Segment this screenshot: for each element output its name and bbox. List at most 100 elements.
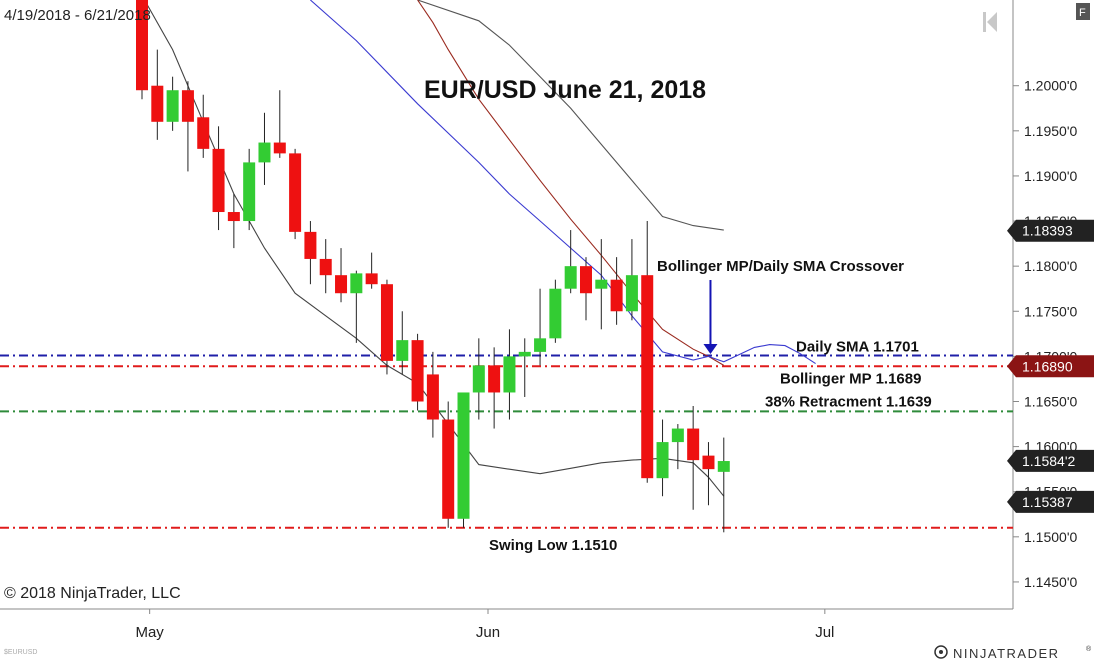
candle-27 xyxy=(549,279,562,343)
price-tag-label: 1.1584'2 xyxy=(1022,453,1075,469)
candle-body xyxy=(181,90,194,122)
candle-29 xyxy=(579,257,592,321)
candle-31 xyxy=(610,257,623,325)
candle-15 xyxy=(365,252,378,289)
brand-registered-mark: ® xyxy=(1086,645,1092,653)
candle-body xyxy=(335,275,348,294)
horizontal-levels xyxy=(0,354,1013,529)
candle-body xyxy=(380,284,393,361)
corner-badge[interactable]: F xyxy=(1076,3,1090,20)
candle-2 xyxy=(166,76,179,131)
price-tick-label: 1.1500'0 xyxy=(1024,529,1077,545)
time-tick-label: May xyxy=(135,624,164,641)
candle-body xyxy=(641,275,654,479)
candle-34 xyxy=(656,419,669,497)
ninja-logo-icon xyxy=(934,645,948,659)
candle-body xyxy=(319,258,332,276)
swing-low-level-label: Swing Low 1.1510 xyxy=(489,537,617,554)
candle-body xyxy=(472,365,485,393)
candle-body xyxy=(579,266,592,294)
candle-38 xyxy=(717,437,730,533)
price-tick-label: 1.1900'0 xyxy=(1024,168,1077,184)
price-tag-shape xyxy=(1007,355,1094,378)
candle-18 xyxy=(411,333,424,411)
candle-23 xyxy=(488,347,501,429)
annotations: Daily SMA 1.1701 Bollinger MP 1.1689 38% R… xyxy=(489,258,932,554)
symbol-label: $EURUSD xyxy=(4,649,37,656)
candle-body xyxy=(396,340,409,361)
candle-body xyxy=(549,288,562,339)
candle-1 xyxy=(151,49,164,140)
candle-body xyxy=(289,153,302,232)
candle-8 xyxy=(258,112,271,185)
candle-body xyxy=(625,275,638,312)
candle-body xyxy=(258,142,271,163)
collapse-arrow-icon xyxy=(987,12,997,32)
candle-26 xyxy=(534,288,547,366)
candle-body xyxy=(197,117,210,149)
date-range: 4/19/2018 - 6/21/2018 xyxy=(4,7,151,24)
daily-sma-level-label: Daily SMA 1.1701 xyxy=(796,338,919,355)
candle-body xyxy=(243,162,256,222)
candle-body xyxy=(564,266,577,289)
retracement-level-label: 38% Retracment 1.1639 xyxy=(765,393,932,410)
candle-24 xyxy=(503,329,516,420)
bollinger-mp-level-label: Bollinger MP 1.1689 xyxy=(780,370,921,387)
candle-body xyxy=(610,279,623,312)
candle-30 xyxy=(595,239,608,330)
candle-body xyxy=(534,338,547,352)
candle-body xyxy=(212,148,225,213)
candle-28 xyxy=(564,230,577,294)
candle-body xyxy=(304,231,317,259)
candles xyxy=(136,0,730,533)
tag-1-1584-2: 1.1584'2 xyxy=(1007,449,1094,472)
candle-body xyxy=(671,428,684,443)
candle-3 xyxy=(181,81,194,172)
candle-body xyxy=(518,351,531,357)
candle-6 xyxy=(227,193,240,249)
tag-1-16890: 1.16890 xyxy=(1007,355,1094,378)
candle-body xyxy=(488,365,501,393)
crossover-annotation: Bollinger MP/Daily SMA Crossover xyxy=(657,258,904,275)
candle-body xyxy=(442,419,455,519)
tag-1-18393: 1.18393 xyxy=(1007,219,1094,242)
brand-name: NINJATRADER xyxy=(953,646,1060,661)
candle-body xyxy=(717,461,730,472)
candle-25 xyxy=(518,338,531,397)
corner-badge-label: F xyxy=(1079,7,1086,19)
price-tags: 1.18393 1.16890 1.1584'2 1.15387 xyxy=(1007,219,1094,513)
time-axis-ticks: May Jun Jul xyxy=(135,609,834,641)
candle-body xyxy=(457,392,470,519)
candle-35 xyxy=(671,424,684,470)
price-tick-label: 1.1950'0 xyxy=(1024,123,1077,139)
price-tag-label: 1.15387 xyxy=(1022,494,1073,510)
candle-33 xyxy=(641,221,654,483)
price-tag-shape xyxy=(1007,490,1094,513)
candle-body xyxy=(702,455,715,470)
price-tick-label: 1.1650'0 xyxy=(1024,393,1077,409)
candle-body xyxy=(503,356,516,393)
candle-5 xyxy=(212,126,225,231)
collapse-panel-button[interactable] xyxy=(983,12,997,32)
collapse-bar-icon xyxy=(983,12,986,32)
candle-body xyxy=(350,273,363,294)
candle-22 xyxy=(472,338,485,420)
tag-1-15387: 1.15387 xyxy=(1007,490,1094,513)
candle-4 xyxy=(197,94,210,158)
candle-7 xyxy=(243,148,256,231)
time-tick-label: Jun xyxy=(476,624,500,641)
daily-sma xyxy=(310,0,816,365)
price-tag-shape xyxy=(1007,219,1094,242)
price-tick-label: 1.1800'0 xyxy=(1024,258,1077,274)
candle-body xyxy=(273,142,286,154)
time-tick-label: Jul xyxy=(815,624,834,641)
candle-body xyxy=(365,273,378,285)
candle-body xyxy=(687,428,700,461)
candle-10 xyxy=(289,148,302,240)
candle-17 xyxy=(396,311,409,375)
price-tag-shape xyxy=(1007,449,1094,472)
candle-body xyxy=(426,374,439,420)
candle-9 xyxy=(273,90,286,158)
candle-body xyxy=(595,279,608,289)
